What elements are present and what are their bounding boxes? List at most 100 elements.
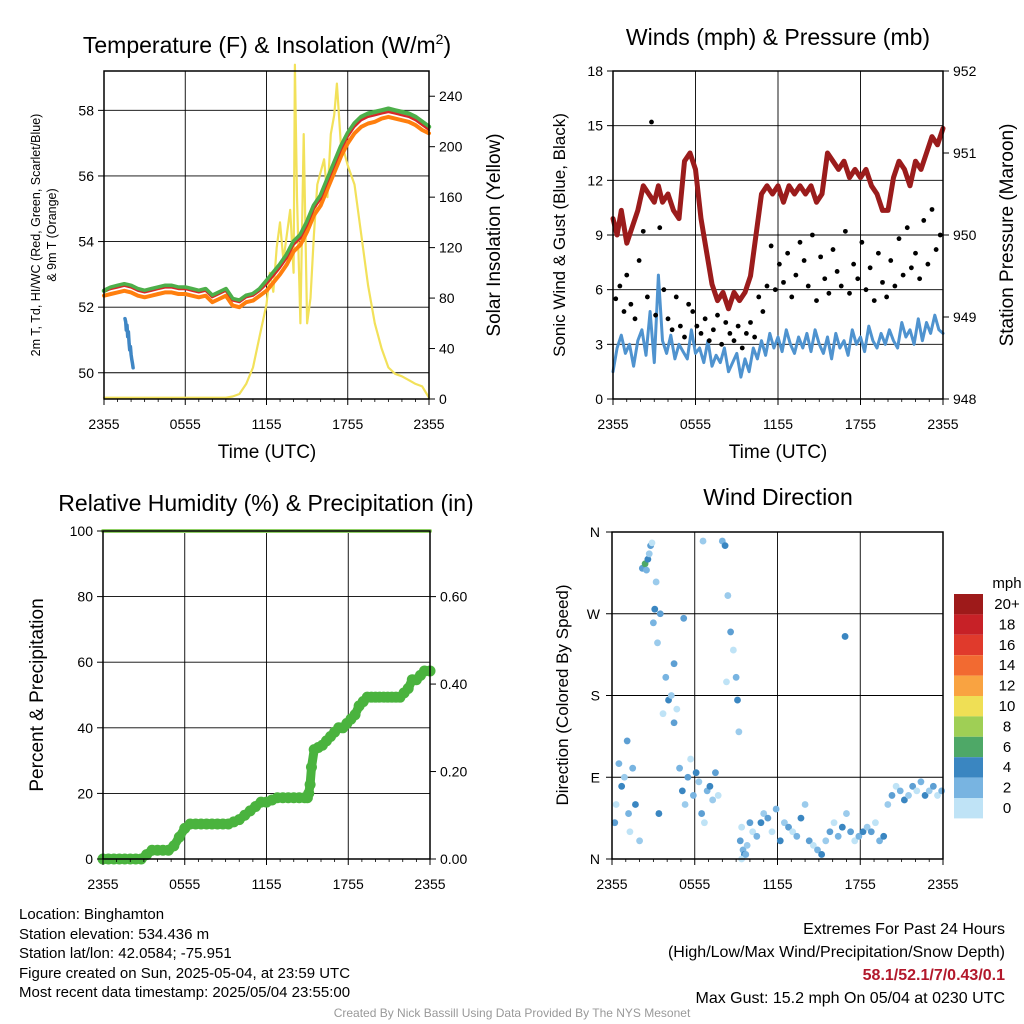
gust-point (644, 294, 650, 300)
gust-point (682, 334, 687, 340)
winds-xlabel: Time (UTC) (729, 442, 828, 463)
legend-label: 12 (999, 678, 1016, 695)
gust-point (797, 239, 803, 245)
direction-point (826, 828, 834, 836)
y-tick-label: 6 (595, 282, 603, 298)
extremes-info: Extremes For Past 24 Hours (High/Low/Max… (668, 918, 1005, 1010)
direction-point (655, 810, 663, 817)
direction-point (649, 619, 657, 627)
temperature-ylabel: 2m T, Td, HI/WC (Red, Green, Scarlet/Blu… (29, 114, 43, 357)
legend-label: 20+ (994, 596, 1020, 613)
humidity-tick-labels: 2355 0555 1155 1755 2355 0 20 40 60 80 100 0.00 0.20… (70, 523, 468, 892)
direction-point (776, 837, 784, 845)
direction-point (643, 566, 650, 574)
y-tick-label: 40 (77, 720, 93, 736)
direction-tick-label: N (590, 524, 600, 540)
direction-point (909, 782, 917, 790)
y-tick-label: 80 (77, 589, 93, 605)
x-tick-label: 2355 (413, 416, 444, 432)
gust-point (904, 225, 910, 231)
gust-point (613, 296, 619, 302)
direction-point (780, 819, 788, 827)
precipitation-point (305, 761, 317, 773)
y2-tick-label: 948 (953, 391, 977, 407)
extremes-title: Extremes For Past 24 Hours (803, 921, 1005, 938)
direction-point (867, 828, 875, 836)
direction-point (629, 764, 637, 772)
direction-point (626, 828, 634, 836)
winds-grid (613, 70, 943, 400)
gust-point (673, 294, 679, 300)
gust-point (830, 247, 836, 252)
y-tick-label: 18 (587, 63, 603, 79)
direction-point (880, 832, 888, 840)
y-tick-label: 9 (595, 227, 603, 243)
legend-label: 10 (999, 698, 1016, 715)
gust-point (875, 250, 881, 256)
legend-label: 14 (999, 657, 1016, 674)
direction-point (701, 819, 708, 827)
y2-tick-label: 0.00 (440, 851, 467, 867)
y2-tick-label: 951 (953, 145, 977, 161)
direction-tick-label: S (591, 688, 600, 704)
direction-point (684, 773, 692, 781)
gust-point (698, 331, 704, 336)
x-tick-label: 2355 (927, 416, 958, 432)
gust-point (838, 283, 844, 289)
direction-point (929, 782, 937, 790)
direction-point (814, 846, 821, 854)
gust-point (913, 250, 918, 256)
y2-tick-label: 160 (439, 189, 463, 205)
direction-tick-label: N (590, 851, 600, 867)
gust-point (785, 250, 791, 256)
station-info: Location: Binghamton Station elevation: … (19, 905, 350, 1003)
gust-point (653, 312, 659, 318)
figure-created: Figure created on Sun, 2025-05-04, at 23… (19, 964, 351, 982)
direction-point (644, 555, 652, 563)
station-location: Location: Binghamton (19, 906, 165, 923)
gust-point (665, 316, 671, 322)
direction-point (692, 769, 700, 777)
legend-swatch (954, 594, 983, 615)
direction-point (632, 801, 639, 808)
legend-swatch (954, 716, 983, 737)
legend-swatch (954, 634, 983, 656)
direction-point (654, 639, 661, 647)
x-tick-label: 2355 (88, 416, 119, 432)
gust-point (760, 309, 766, 314)
x-tick-label: 1755 (332, 416, 363, 432)
y-tick-label: 0 (595, 391, 603, 407)
x-tick-label: 2355 (596, 876, 627, 892)
gust-point (884, 294, 890, 300)
x-tick-label: 2355 (87, 876, 118, 892)
direction-point (662, 673, 670, 681)
direction-point (673, 705, 681, 713)
y2-tick-label: 950 (953, 227, 977, 243)
direction-point (676, 764, 683, 772)
legend-swatch (954, 675, 983, 696)
direction-point (724, 592, 732, 599)
y2-tick-label: 0.60 (440, 589, 467, 605)
direction-point (925, 787, 933, 795)
gust-point (871, 298, 877, 303)
gust-point (764, 283, 770, 289)
gust-point (929, 207, 935, 212)
direction-point (656, 610, 664, 618)
direction-point (706, 782, 714, 790)
direction-point (621, 773, 628, 781)
x-tick-label: 1155 (762, 876, 792, 892)
humidity-panel-title: Relative Humidity (%) & Precipitation (i… (58, 490, 473, 516)
direction-point (876, 837, 883, 845)
direction-point (847, 828, 854, 836)
direction-point (822, 837, 830, 845)
gust-point (917, 276, 923, 282)
legend-swatch (954, 777, 983, 798)
legend-swatch (954, 655, 983, 676)
x-tick-label: 1155 (251, 876, 281, 892)
gust-point (628, 301, 634, 307)
gust-point (900, 272, 906, 278)
gust-point (851, 261, 857, 267)
temperature-xlabel: Time (UTC) (218, 442, 317, 463)
gust-point (686, 301, 692, 307)
credit-line: Created By Nick Bassill Using Data Provi… (333, 1006, 691, 1020)
